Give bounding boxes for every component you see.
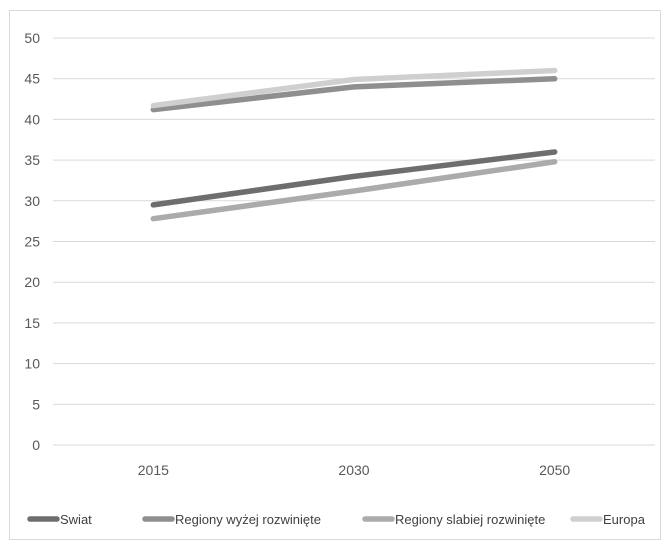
y-tick-label: 10 <box>24 356 40 372</box>
legend-label: Regiony slabiej rozwinięte <box>395 512 545 527</box>
y-tick-label: 20 <box>24 274 40 290</box>
x-axis-ticks: 2015 2030 2050 <box>138 462 571 478</box>
x-tick-label: 2015 <box>138 462 169 478</box>
legend-label: Europa <box>603 512 646 527</box>
y-tick-label: 15 <box>24 315 40 331</box>
y-tick-label: 50 <box>24 30 40 46</box>
x-tick-label: 2050 <box>539 462 570 478</box>
gridlines <box>53 37 655 446</box>
legend-label: Swiat <box>60 512 92 527</box>
series-line-2 <box>150 158 558 222</box>
series-line-1 <box>150 75 558 113</box>
y-axis-ticks: 0 5 10 15 20 25 30 35 40 45 50 <box>24 30 40 453</box>
y-tick-label: 40 <box>24 111 40 127</box>
legend-label: Regiony wyżej rozwinięte <box>175 512 321 527</box>
series-lines <box>150 67 558 222</box>
y-tick-label: 35 <box>24 152 40 168</box>
y-tick-label: 45 <box>24 71 40 87</box>
legend: Swiat Regiony wyżej rozwinięte Regiony sla… <box>27 512 646 527</box>
y-tick-label: 25 <box>24 234 40 250</box>
y-tick-label: 5 <box>32 396 40 412</box>
y-tick-label: 30 <box>24 193 40 209</box>
series-line-0 <box>150 149 558 208</box>
chart-frame <box>9 10 661 540</box>
y-tick-label: 0 <box>32 437 40 453</box>
series-line-3 <box>150 67 558 109</box>
x-tick-label: 2030 <box>338 462 369 478</box>
